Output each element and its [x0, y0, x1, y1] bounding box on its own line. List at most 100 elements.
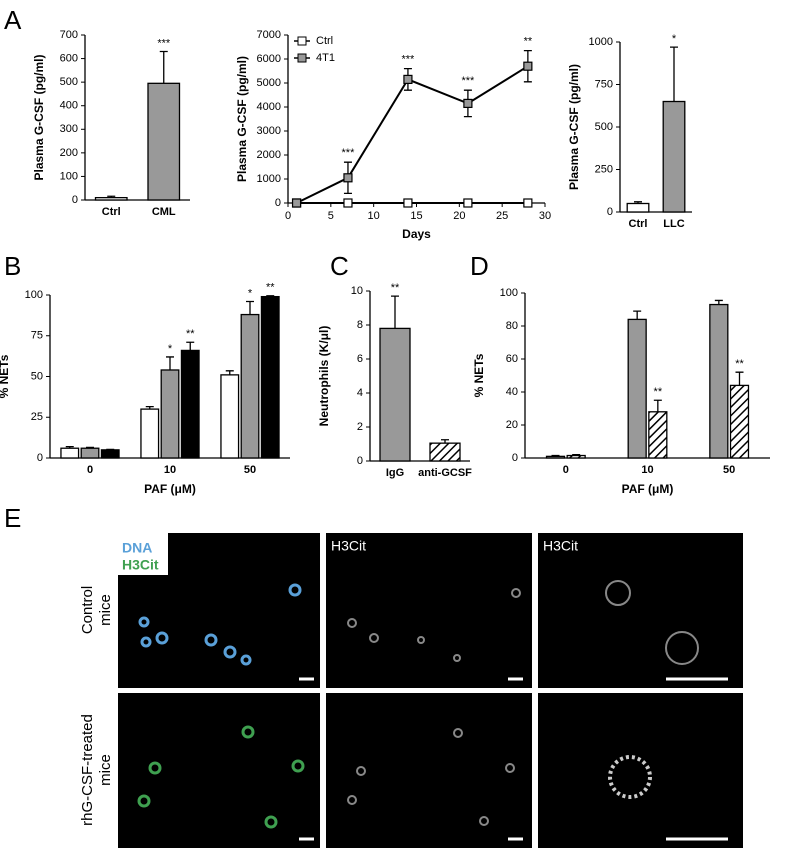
significance-label: *** [342, 147, 356, 159]
y-tick-label: 1000 [589, 36, 613, 48]
significance-label: * [168, 343, 173, 355]
error-bar [186, 341, 195, 351]
x-tick-label: Ctrl [629, 218, 648, 230]
error-bar [714, 299, 723, 305]
error-bar [670, 46, 678, 102]
y-tick-label: 10 [351, 285, 363, 297]
significance-label: ** [266, 282, 275, 294]
x-tick-label: 0 [285, 210, 291, 222]
row-label: mice [97, 594, 114, 626]
x-axis-label: Days [402, 227, 431, 241]
significance-label: ** [524, 36, 533, 48]
x-axis-label: PAF (μM) [622, 482, 674, 496]
panel-label: E [4, 503, 21, 533]
y-tick-label: 60 [506, 353, 518, 365]
y-axis-label: Plasma G-CSF (pg/ml) [567, 64, 581, 190]
bar [160, 369, 180, 459]
bar [147, 82, 181, 201]
marker [403, 74, 413, 85]
bar [648, 411, 668, 459]
y-axis-label: Neutrophils (K/μl) [317, 326, 331, 427]
y-tick-label: 6000 [257, 53, 281, 65]
y-tick-label: 100 [25, 289, 43, 301]
error-bar [735, 371, 744, 386]
y-tick-label: 20 [506, 419, 518, 431]
bar [429, 442, 461, 462]
x-axis-label: PAF (μM) [144, 482, 196, 496]
x-tick-label: 10 [164, 464, 176, 476]
y-tick-label: 300 [60, 123, 78, 135]
y-tick-label: 3000 [257, 125, 281, 137]
y-tick-label: 500 [60, 76, 78, 88]
y-tick-label: 0 [512, 452, 518, 464]
column-title: H3Cit [543, 538, 578, 554]
bar [379, 327, 411, 462]
bar [566, 454, 586, 459]
significance-label: ** [186, 328, 195, 340]
error-bar [107, 195, 116, 198]
error-bar [65, 445, 74, 449]
micrographs: DNA H3Cit H3Cit H3Cit Control mice rhG-C… [79, 533, 743, 848]
error-bar [225, 370, 234, 375]
y-tick-label: 1000 [257, 173, 281, 185]
y-tick-label: 7000 [257, 29, 281, 41]
bar [545, 455, 566, 459]
bar [627, 318, 647, 459]
error-bar [653, 399, 662, 412]
error-bar [246, 300, 254, 315]
y-tick-label: 25 [31, 411, 43, 423]
row-label: Control [79, 586, 96, 634]
x-tick-label: 30 [539, 210, 551, 222]
x-tick-label: 20 [453, 210, 465, 222]
marker [523, 61, 533, 71]
y-axis-label: % NETs [0, 354, 11, 398]
bar [729, 384, 750, 459]
y-axis-label: Plasma G-CSF (pg/ml) [235, 56, 249, 182]
legend-label: DNA [122, 540, 152, 556]
legend-marker [297, 36, 307, 46]
y-tick-label: 100 [500, 287, 518, 299]
y-tick-label: 500 [595, 121, 613, 133]
marker [291, 198, 302, 208]
x-tick-label: 15 [410, 210, 422, 222]
significance-label: *** [402, 54, 416, 66]
bar [180, 349, 200, 459]
bar [94, 196, 128, 201]
y-tick-label: 80 [506, 320, 518, 332]
line [296, 65, 529, 204]
error-bar [166, 356, 174, 370]
y-tick-label: 600 [60, 52, 78, 64]
marker [463, 98, 473, 109]
y-tick-label: 40 [506, 386, 518, 398]
x-tick-label: IgG [386, 467, 404, 479]
column-title: H3Cit [331, 538, 366, 554]
x-tick-label: anti-GCSF [418, 467, 472, 479]
x-tick-label: LLC [663, 218, 684, 230]
legend-marker [297, 53, 307, 63]
bar [60, 447, 80, 459]
y-tick-label: 100 [60, 170, 78, 182]
y-axis-label: Plasma G-CSF (pg/ml) [32, 54, 46, 180]
error-bar [159, 50, 168, 84]
panel-label: D [470, 251, 489, 281]
x-tick-label: 25 [496, 210, 508, 222]
y-tick-label: 0 [357, 455, 363, 467]
significance-label: *** [157, 37, 171, 49]
y-tick-label: 2000 [257, 149, 281, 161]
y-tick-label: 200 [60, 147, 78, 159]
x-tick-label: 5 [328, 210, 334, 222]
x-tick-label: 10 [641, 464, 653, 476]
y-tick-label: 8 [357, 319, 363, 331]
bar [240, 313, 260, 459]
legend-label: Ctrl [316, 35, 333, 47]
panel-label: A [4, 5, 22, 35]
bar [80, 447, 100, 459]
error-bar [266, 295, 275, 297]
y-tick-label: 2 [357, 421, 363, 433]
x-tick-label: 10 [368, 210, 380, 222]
row-label: mice [97, 754, 114, 786]
y-tick-label: 0 [607, 206, 613, 218]
x-tick-label: 50 [244, 464, 256, 476]
y-tick-label: 0 [275, 197, 281, 209]
